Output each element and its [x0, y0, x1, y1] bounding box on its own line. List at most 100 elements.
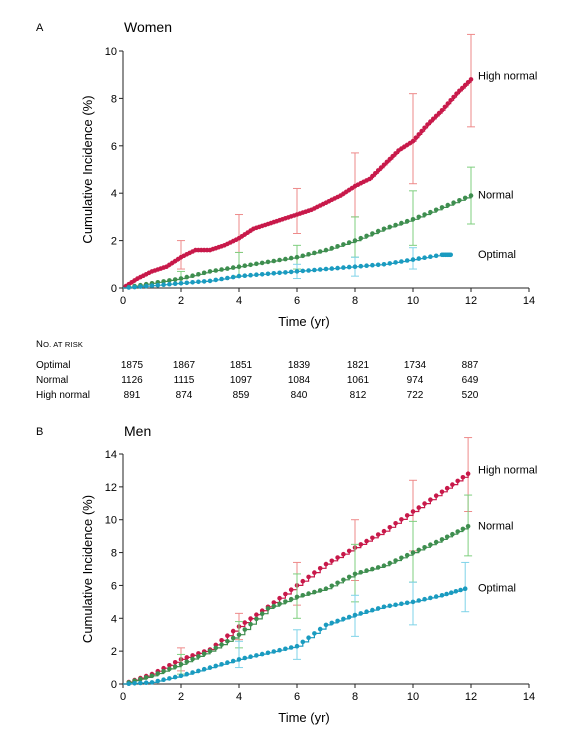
panel-a-y-axis-label: Cumulative Incidence (%): [80, 95, 95, 243]
panel-b-optimal-point: [242, 655, 248, 661]
panel-b-optimal-point: [138, 680, 143, 686]
panel-b-optimal-point: [352, 612, 358, 618]
panel-b-normal-point: [288, 596, 294, 602]
panel-a-optimal-point: [422, 255, 427, 260]
panel-b-optimal-point: [449, 590, 454, 595]
panel-a-normal-point: [213, 268, 219, 273]
panel-a-high-normal-point: [413, 135, 419, 140]
panel-a-high-normal-point: [436, 110, 442, 116]
panel-b-optimal-point: [375, 606, 381, 611]
panel-a-normal-label: Normal: [478, 190, 513, 202]
panel-a-optimal-point: [219, 276, 224, 282]
panel-b-high-normal-point: [428, 497, 433, 503]
panel-a-x-tick-label: 8: [352, 295, 358, 307]
panel-a-optimal-point: [317, 267, 323, 272]
panel-b-high-normal-point: [370, 535, 375, 541]
panel-a-optimal-point: [352, 264, 358, 270]
risk-cell: 1821: [347, 360, 370, 371]
panel-a-normal-point: [259, 260, 265, 266]
risk-cell: 1115: [174, 375, 195, 386]
panel-b-optimal-point: [196, 668, 201, 674]
panel-a-high-normal-point: [419, 128, 425, 134]
panel-b-x-tick-label: 4: [236, 691, 242, 703]
panel-a-optimal-point: [370, 262, 375, 268]
panel-b-high-normal-point: [393, 521, 398, 526]
panel-b-normal-point: [167, 666, 172, 672]
panel-b-optimal-point: [458, 587, 463, 593]
panel-b-high-normal-point: [323, 561, 329, 567]
panel-a-normal-point: [184, 274, 190, 280]
panel-a-normal-point: [288, 255, 294, 261]
panel-b-high-normal-point: [444, 485, 450, 491]
panel-a-normal-point: [404, 218, 410, 224]
panel-b-normal-point: [300, 593, 306, 598]
panel-a-y-tick-label: 4: [111, 188, 117, 200]
panel-b-optimal-label: Optimal: [478, 583, 516, 595]
panel-a-high-normal-point: [457, 88, 462, 94]
risk-row-label: Optimal: [36, 360, 70, 371]
panel-a-optimal-point: [329, 266, 335, 271]
panel-b-normal-point: [465, 524, 471, 529]
panel-a-normal-point: [219, 267, 224, 272]
panel-a-normal-point: [172, 277, 178, 282]
panel-a-optimal-point: [207, 278, 213, 284]
panel-b-high-normal-point: [317, 566, 323, 571]
panel-b-high-normal-point: [225, 633, 230, 638]
panel-a-optimal-point: [271, 271, 277, 276]
panel-b-optimal-point: [283, 646, 288, 652]
panel-b-normal-point: [399, 555, 404, 561]
panel-b-normal-point: [230, 635, 236, 641]
panel-b-optimal-point: [444, 591, 449, 597]
panel-a-normal-point: [178, 276, 184, 281]
panel-b-optimal-point: [416, 598, 422, 603]
panel-b-x-tick-label: 6: [294, 691, 300, 703]
panel-a-optimal-point: [288, 269, 294, 275]
panel-a-optimal-point: [259, 272, 265, 277]
panel-b-normal-point: [172, 664, 178, 669]
panel-a-optimal-point: [196, 279, 201, 285]
panel-b-y-tick-label: 2: [111, 646, 117, 658]
panel-a-normal-point: [445, 202, 451, 208]
panel-a-normal-point: [370, 231, 375, 236]
panel-b-normal-point: [306, 591, 311, 596]
panel-a-high-normal-point: [468, 77, 474, 82]
risk-cell: 1084: [288, 375, 311, 386]
panel-a-y-tick-label: 0: [111, 283, 117, 295]
panel-a-high-normal-point: [451, 94, 456, 100]
panel-b-plot: 0 2 4 6 8 10 12 14 0 2 4 6 8 10 12 14 Time (yr) Cumulativ…: [80, 437, 537, 725]
panel-a-normal-point: [381, 226, 387, 232]
risk-cell: 874: [176, 390, 193, 401]
panel-b-y-tick-label: 6: [111, 580, 117, 592]
panel-a-high-normal-point: [367, 176, 372, 182]
panel-a-normal-point: [265, 259, 271, 265]
panel-b-high-normal-line: [123, 473, 469, 685]
panel-b-optimal-point: [143, 680, 149, 685]
panel-a-normal-point: [167, 278, 172, 283]
panel-b-optimal-point: [300, 639, 306, 645]
panel-b-high-normal-point: [399, 517, 404, 522]
panel-a-high-normal-point: [387, 156, 393, 162]
panel-b-normal-point: [271, 603, 277, 609]
panel-a-optimal-point: [375, 262, 381, 268]
panel-a-optimal-point: [448, 252, 454, 258]
panel-a-optimal-point: [393, 260, 398, 265]
panel-a-high-normal-point: [433, 113, 439, 119]
risk-cell: 520: [462, 390, 479, 401]
panel-b-optimal-point: [190, 670, 195, 675]
panel-a-x-tick-label: 4: [236, 295, 242, 307]
panel-b-optimal-point: [335, 618, 340, 624]
panel-b-normal-point: [393, 558, 398, 563]
panel-a-normal-point: [451, 200, 456, 205]
panel-a-optimal-point: [410, 257, 416, 262]
panel-b-high-normal-point: [404, 513, 410, 518]
panel-b-normal-point: [184, 659, 190, 664]
panel-a-normal-point: [317, 249, 323, 254]
panel-b-optimal-point: [323, 622, 329, 628]
panel-a-normal-point: [242, 263, 248, 269]
panel-b-optimal-point: [254, 653, 259, 658]
panel-a-high-normal-point: [393, 151, 398, 156]
panel-a-optimal-point: [358, 263, 364, 269]
panel-b-normal-point: [375, 565, 381, 570]
panel-a-optimal-point: [143, 283, 149, 289]
panel-b-high-normal-point: [375, 532, 381, 537]
